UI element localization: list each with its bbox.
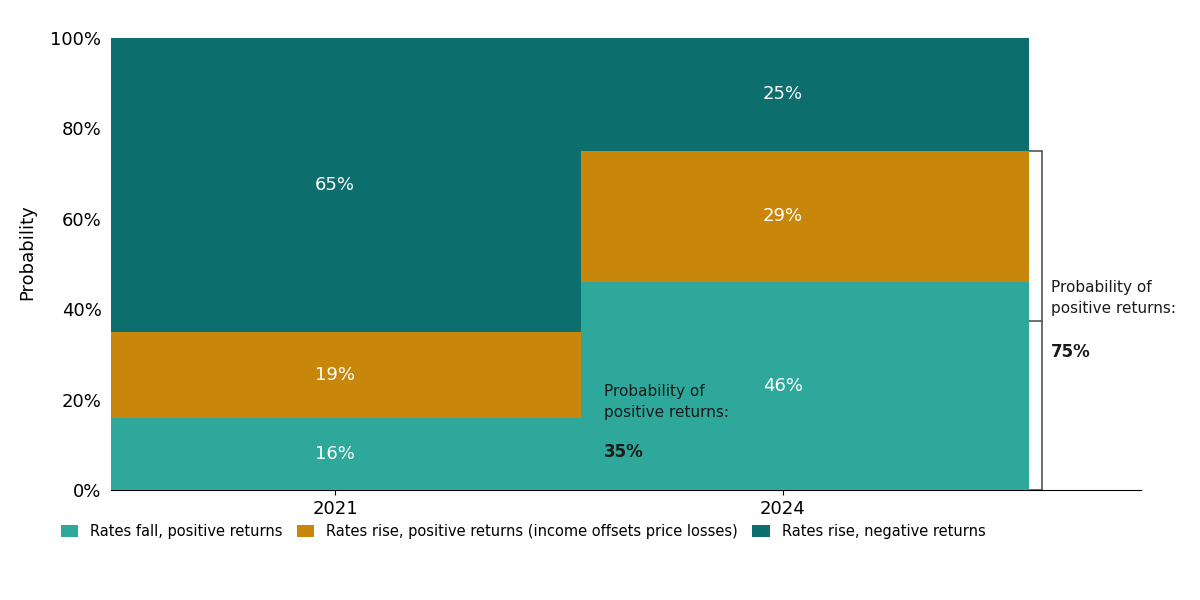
Bar xyxy=(536,38,1028,151)
Bar xyxy=(89,38,581,332)
Legend: Rates fall, positive returns, Rates rise, positive returns (income offsets price: Rates fall, positive returns, Rates rise… xyxy=(55,518,991,545)
Text: Probability of
positive returns:: Probability of positive returns: xyxy=(604,384,728,420)
Bar xyxy=(536,282,1028,490)
Text: 29%: 29% xyxy=(763,208,803,226)
Y-axis label: Probability: Probability xyxy=(18,205,36,301)
Text: 65%: 65% xyxy=(316,176,355,194)
Text: 19%: 19% xyxy=(316,366,355,384)
Bar xyxy=(89,332,581,418)
Text: 75%: 75% xyxy=(1051,343,1091,361)
Bar xyxy=(536,151,1028,282)
Text: 46%: 46% xyxy=(763,377,803,395)
Bar xyxy=(89,418,581,490)
Text: 16%: 16% xyxy=(316,445,355,463)
Text: Probability of
positive returns:: Probability of positive returns: xyxy=(1051,280,1176,316)
Text: 35%: 35% xyxy=(604,443,643,461)
Text: 25%: 25% xyxy=(763,85,803,103)
